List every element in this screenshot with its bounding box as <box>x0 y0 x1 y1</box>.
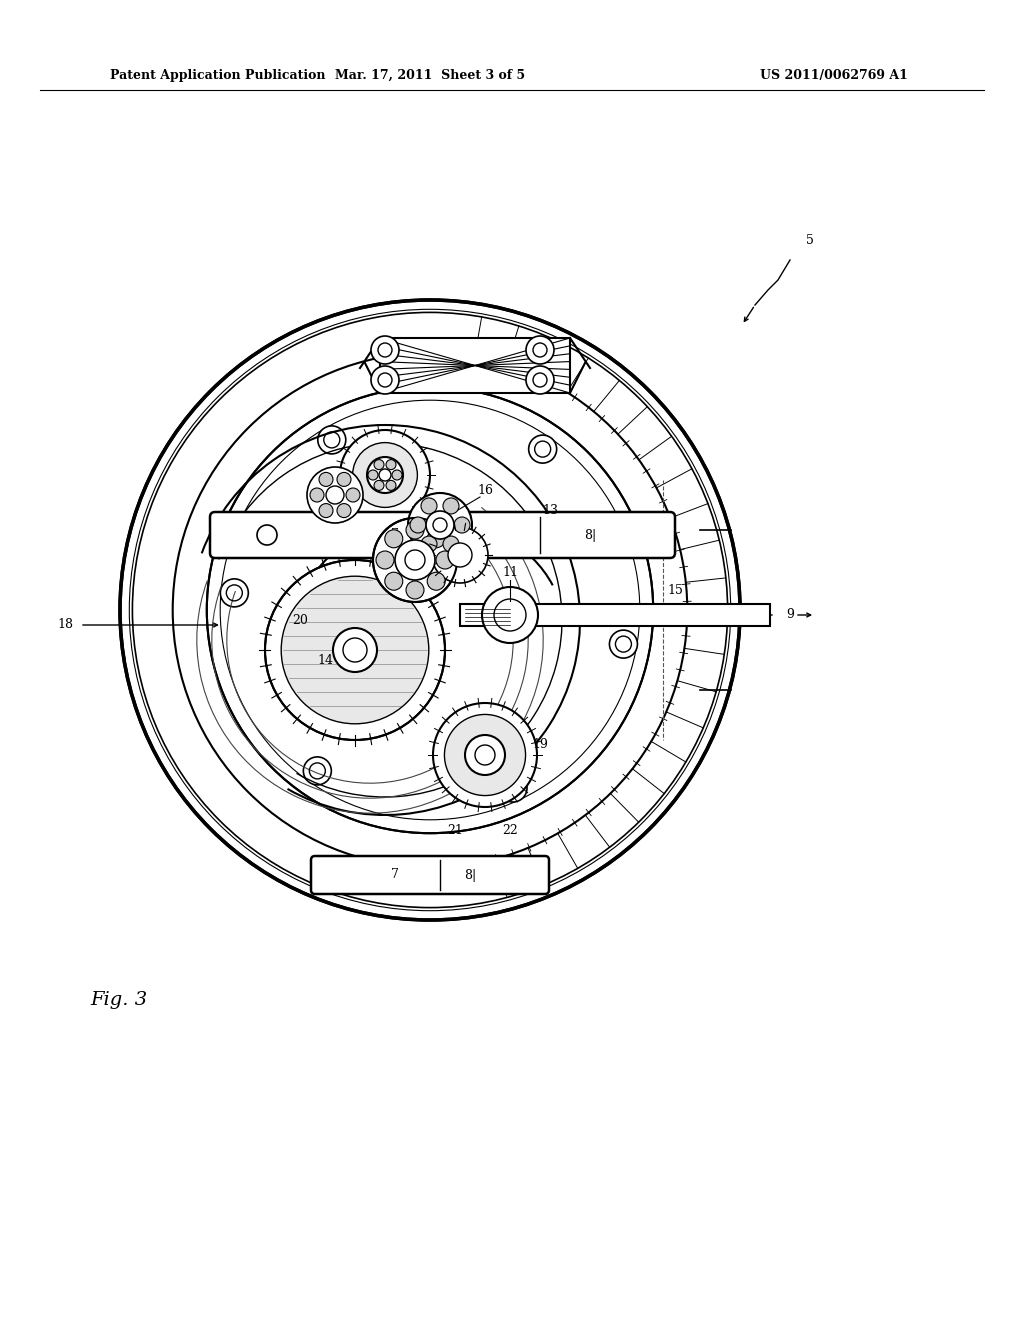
Circle shape <box>433 704 537 807</box>
Circle shape <box>443 498 459 513</box>
Circle shape <box>307 467 362 523</box>
Circle shape <box>319 504 333 517</box>
Circle shape <box>421 498 437 513</box>
Circle shape <box>427 572 445 590</box>
Circle shape <box>427 529 445 548</box>
Circle shape <box>346 488 360 502</box>
Circle shape <box>443 536 459 552</box>
Circle shape <box>408 492 472 557</box>
FancyBboxPatch shape <box>210 512 675 558</box>
Text: 11: 11 <box>502 566 518 579</box>
Circle shape <box>374 459 384 470</box>
Text: 20: 20 <box>292 614 308 627</box>
Circle shape <box>436 550 454 569</box>
Circle shape <box>352 442 418 507</box>
Circle shape <box>386 480 396 491</box>
Circle shape <box>406 521 424 539</box>
Text: Patent Application Publication: Patent Application Publication <box>110 69 326 82</box>
Circle shape <box>449 543 472 568</box>
Circle shape <box>337 473 351 486</box>
Text: 16: 16 <box>477 483 493 496</box>
Circle shape <box>282 577 429 723</box>
Bar <box>460 605 770 626</box>
Circle shape <box>310 488 324 502</box>
Circle shape <box>386 459 396 470</box>
Circle shape <box>333 628 377 672</box>
Circle shape <box>367 457 403 492</box>
Circle shape <box>444 714 525 796</box>
Circle shape <box>482 587 538 643</box>
Circle shape <box>499 774 527 803</box>
Text: 22: 22 <box>502 824 518 837</box>
Circle shape <box>410 517 426 533</box>
Circle shape <box>528 436 557 463</box>
Circle shape <box>220 579 249 607</box>
Text: 7: 7 <box>391 869 399 882</box>
Text: Fig. 3: Fig. 3 <box>90 991 147 1008</box>
Text: 14: 14 <box>317 653 333 667</box>
Text: 13: 13 <box>542 503 558 516</box>
Circle shape <box>392 470 402 480</box>
Text: 9: 9 <box>786 609 794 622</box>
Circle shape <box>421 536 437 552</box>
Circle shape <box>207 387 653 833</box>
Text: 18: 18 <box>57 619 73 631</box>
Circle shape <box>385 572 402 590</box>
Circle shape <box>609 630 637 659</box>
Text: 19: 19 <box>532 738 548 751</box>
Circle shape <box>337 504 351 517</box>
FancyBboxPatch shape <box>311 855 549 894</box>
Text: 5: 5 <box>806 234 814 247</box>
Circle shape <box>426 511 454 539</box>
Circle shape <box>371 337 399 364</box>
Text: 8|: 8| <box>584 528 596 541</box>
Circle shape <box>340 430 430 520</box>
Circle shape <box>371 366 399 393</box>
Circle shape <box>317 426 346 454</box>
Circle shape <box>526 366 554 393</box>
Circle shape <box>465 735 505 775</box>
Circle shape <box>395 540 435 579</box>
Text: US 2011/0062769 A1: US 2011/0062769 A1 <box>760 69 908 82</box>
Circle shape <box>120 300 740 920</box>
Circle shape <box>257 525 278 545</box>
Circle shape <box>373 517 457 602</box>
Circle shape <box>454 517 470 533</box>
Text: Mar. 17, 2011  Sheet 3 of 5: Mar. 17, 2011 Sheet 3 of 5 <box>335 69 525 82</box>
Circle shape <box>374 480 384 491</box>
Circle shape <box>265 560 445 741</box>
Bar <box>380 338 570 393</box>
Circle shape <box>406 581 424 599</box>
Circle shape <box>526 337 554 364</box>
Text: 15: 15 <box>667 583 683 597</box>
Text: 8|: 8| <box>464 869 476 882</box>
Circle shape <box>376 550 394 569</box>
Circle shape <box>368 470 378 480</box>
Circle shape <box>385 529 402 548</box>
Circle shape <box>432 527 488 583</box>
Text: 21: 21 <box>447 824 463 837</box>
Text: 7: 7 <box>391 528 399 541</box>
Circle shape <box>303 756 332 785</box>
Circle shape <box>319 473 333 486</box>
